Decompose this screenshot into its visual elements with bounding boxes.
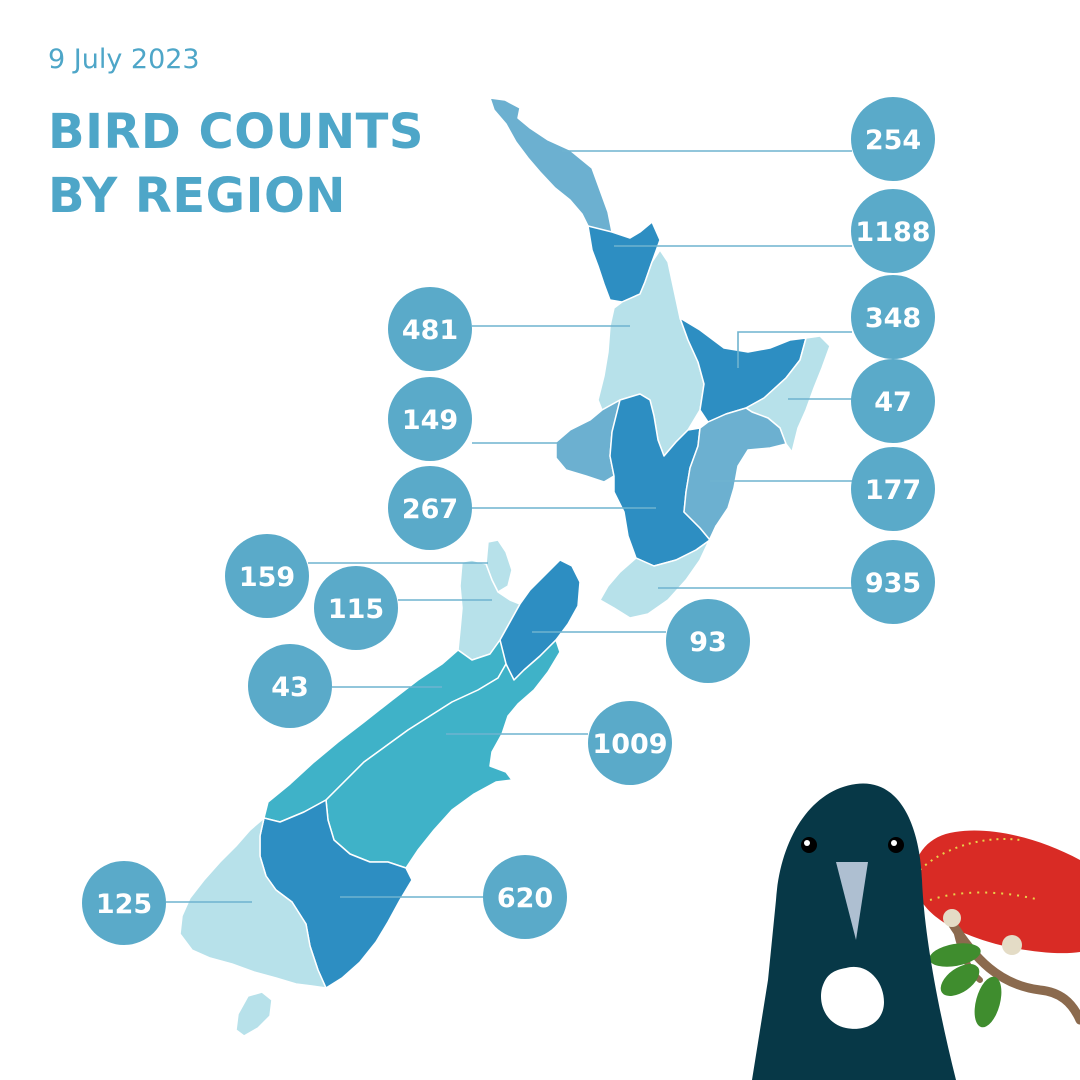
badge-circle	[388, 287, 472, 371]
region-canterbury	[325, 639, 561, 869]
badge-count: 47	[874, 387, 912, 418]
title-line-2: BY REGION	[48, 168, 346, 224]
badge-count: 93	[689, 627, 727, 658]
badge-circle	[588, 701, 672, 785]
count-badge-marlborough: 93	[666, 599, 750, 683]
count-badge-nelson: 159	[225, 534, 309, 618]
badge-circle	[388, 377, 472, 461]
badge-count: 159	[239, 562, 295, 593]
badge-circle	[225, 534, 309, 618]
regions-layer	[179, 97, 831, 1037]
badge-circle	[248, 644, 332, 728]
count-badge-tasman: 115	[314, 566, 398, 650]
badge-circle	[851, 359, 935, 443]
region-southland	[179, 817, 327, 989]
badge-count: 1188	[855, 217, 930, 248]
badge-count: 125	[96, 889, 152, 920]
region-northland	[489, 97, 613, 237]
badge-count: 1009	[592, 729, 667, 760]
region-wellington	[599, 525, 717, 619]
badge-circle	[851, 540, 935, 624]
badge-count: 935	[865, 568, 921, 599]
badge-circle	[851, 189, 935, 273]
badge-count: 348	[865, 303, 921, 334]
count-badge-otago: 620	[483, 855, 567, 939]
badge-circle	[851, 447, 935, 531]
leader-line-bay-of-plenty	[737, 331, 852, 368]
date-label: 9 July 2023	[48, 44, 200, 75]
badge-count: 254	[865, 125, 921, 156]
count-badge-west-coast: 43	[248, 644, 332, 728]
badge-count: 115	[328, 594, 384, 625]
badge-circle	[851, 275, 935, 359]
count-badge-bay-of-plenty: 348	[851, 275, 935, 359]
leaders-layer	[166, 150, 852, 903]
badges-layer: 254 1188 481 348 47 149 267 177 935 159 115 93 43 100…	[82, 97, 935, 945]
region-hawkes-bay	[683, 407, 787, 541]
region-taranaki	[555, 399, 621, 483]
pohutukawa-flower-icon	[914, 830, 1080, 1028]
count-badge-hawkes-bay: 177	[851, 447, 935, 531]
count-badge-gisborne: 47	[851, 359, 935, 443]
title-line-1: BIRD COUNTS	[48, 104, 424, 160]
badge-count: 177	[865, 475, 921, 506]
badge-count: 149	[402, 405, 458, 436]
badge-circle	[82, 861, 166, 945]
tui-bird-icon	[752, 783, 956, 1080]
count-badge-southland: 125	[82, 861, 166, 945]
badge-circle	[483, 855, 567, 939]
count-badge-canterbury: 1009	[588, 701, 672, 785]
badge-circle	[851, 97, 935, 181]
count-badge-taranaki: 149	[388, 377, 472, 461]
badge-circle	[314, 566, 398, 650]
badge-count: 481	[402, 315, 458, 346]
page-title: BIRD COUNTS BY REGION	[48, 100, 424, 228]
count-badge-northland: 254	[851, 97, 935, 181]
count-badge-waikato: 481	[388, 287, 472, 371]
badge-count: 267	[402, 494, 458, 525]
badge-circle	[666, 599, 750, 683]
count-badge-auckland: 1188	[851, 189, 935, 273]
region-stewart-island	[235, 991, 273, 1037]
badge-count: 43	[271, 672, 309, 703]
badge-count: 620	[497, 883, 553, 914]
count-badge-wellington: 935	[851, 540, 935, 624]
badge-circle	[388, 466, 472, 550]
count-badge-manawatu-whanganui: 267	[388, 466, 472, 550]
